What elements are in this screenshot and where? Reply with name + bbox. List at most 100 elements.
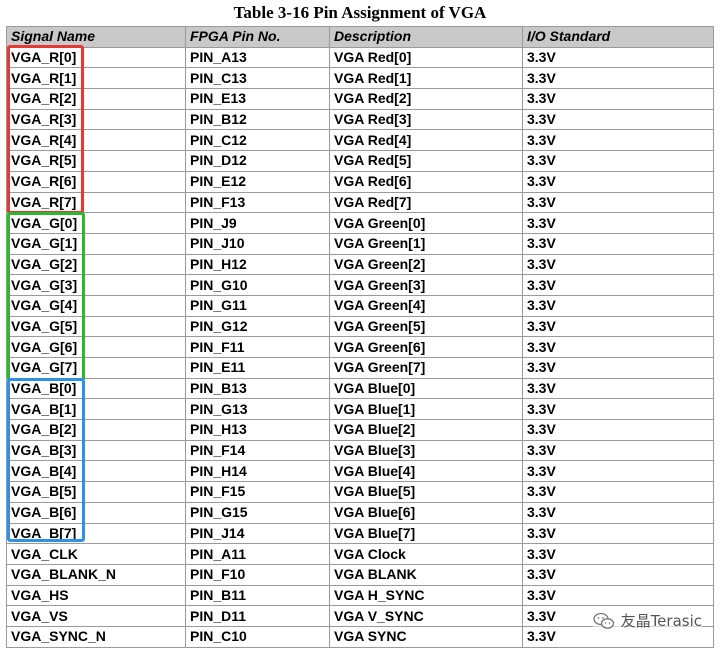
description-cell: VGA SYNC [329, 625, 523, 648]
table-row: VGA_B[7] PIN_J14 VGA Blue[7] 3.3V [6, 522, 714, 545]
io-standard-cell: 3.3V [522, 481, 714, 503]
table-row: VGA_CLK PIN_A11 VGA Clock 3.3V [6, 543, 714, 565]
signal-name-cell: VGA_G[0] [6, 212, 186, 234]
signal-name-cell: VGA_R[5] [6, 150, 186, 172]
table-row: VGA_B[3] PIN_F14 VGA Blue[3] 3.3V [6, 439, 714, 462]
signal-name-cell: VGA_R[4] [6, 129, 186, 152]
fpga-pin-cell: PIN_G11 [185, 294, 330, 317]
io-standard-cell: 3.3V [522, 377, 714, 400]
io-standard-cell: 3.3V [522, 212, 714, 234]
io-standard-cell: 3.3V [522, 232, 714, 255]
fpga-pin-cell: PIN_H14 [185, 460, 330, 483]
fpga-pin-cell: PIN_G10 [185, 274, 330, 296]
fpga-pin-cell: PIN_E13 [185, 88, 330, 110]
fpga-pin-cell: PIN_D12 [185, 150, 330, 172]
table-row: VGA_R[7] PIN_F13 VGA Red[7] 3.3V [6, 191, 714, 214]
table-row: VGA_SYNC_N PIN_C10 VGA SYNC 3.3V [6, 625, 714, 648]
fpga-pin-cell: PIN_C10 [185, 625, 330, 648]
description-cell: VGA Red[3] [329, 108, 523, 131]
pin-assignment-table: Signal Name FPGA Pin No. Description I/O… [6, 26, 714, 648]
watermark: 友晶Terasic [592, 610, 702, 631]
signal-name-cell: VGA_B[0] [6, 377, 186, 400]
io-standard-cell: 3.3V [522, 150, 714, 172]
description-cell: VGA Clock [329, 543, 523, 565]
description-cell: VGA Blue[0] [329, 377, 523, 400]
table-row: VGA_R[2] PIN_E13 VGA Red[2] 3.3V [6, 88, 714, 110]
io-standard-cell: 3.3V [522, 543, 714, 565]
fpga-pin-cell: PIN_E12 [185, 170, 330, 193]
fpga-pin-cell: PIN_A11 [185, 543, 330, 565]
description-cell: VGA Blue[4] [329, 460, 523, 483]
signal-name-cell: VGA_R[6] [6, 170, 186, 193]
description-cell: VGA Green[5] [329, 315, 523, 338]
table-row: VGA_R[1] PIN_C13 VGA Red[1] 3.3V [6, 67, 714, 90]
fpga-pin-cell: PIN_G13 [185, 398, 330, 421]
fpga-pin-cell: PIN_D11 [185, 605, 330, 627]
header-io-standard: I/O Standard [522, 26, 714, 48]
fpga-pin-cell: PIN_G12 [185, 315, 330, 338]
io-standard-cell: 3.3V [522, 522, 714, 545]
signal-name-cell: VGA_R[1] [6, 67, 186, 90]
io-standard-cell: 3.3V [522, 253, 714, 276]
io-standard-cell: 3.3V [522, 419, 714, 441]
fpga-pin-cell: PIN_F15 [185, 481, 330, 503]
io-standard-cell: 3.3V [522, 460, 714, 483]
table-row: VGA_G[0] PIN_J9 VGA Green[0] 3.3V [6, 212, 714, 234]
fpga-pin-cell: PIN_J10 [185, 232, 330, 255]
io-standard-cell: 3.3V [522, 315, 714, 338]
table-row: VGA_B[0] PIN_B13 VGA Blue[0] 3.3V [6, 377, 714, 400]
watermark-text: 友晶Terasic [620, 612, 702, 630]
description-cell: VGA Green[3] [329, 274, 523, 296]
signal-name-cell: VGA_HS [6, 584, 186, 607]
table-row: VGA_HS PIN_B11 VGA H_SYNC 3.3V [6, 584, 714, 607]
io-standard-cell: 3.3V [522, 398, 714, 421]
table-row: VGA_B[2] PIN_H13 VGA Blue[2] 3.3V [6, 419, 714, 441]
io-standard-cell: 3.3V [522, 501, 714, 524]
io-standard-cell: 3.3V [522, 46, 714, 69]
fpga-pin-cell: PIN_G15 [185, 501, 330, 524]
description-cell: VGA Green[2] [329, 253, 523, 276]
table-row: VGA_G[3] PIN_G10 VGA Green[3] 3.3V [6, 274, 714, 296]
fpga-pin-cell: PIN_F10 [185, 563, 330, 586]
signal-name-cell: VGA_B[3] [6, 439, 186, 462]
description-cell: VGA Blue[6] [329, 501, 523, 524]
table-row: VGA_B[6] PIN_G15 VGA Blue[6] 3.3V [6, 501, 714, 524]
description-cell: VGA Green[0] [329, 212, 523, 234]
io-standard-cell: 3.3V [522, 294, 714, 317]
fpga-pin-cell: PIN_F13 [185, 191, 330, 214]
description-cell: VGA Red[7] [329, 191, 523, 214]
fpga-pin-cell: PIN_C13 [185, 67, 330, 90]
fpga-pin-cell: PIN_C12 [185, 129, 330, 152]
description-cell: VGA BLANK [329, 563, 523, 586]
signal-name-cell: VGA_B[7] [6, 522, 186, 545]
description-cell: VGA Blue[3] [329, 439, 523, 462]
fpga-pin-cell: PIN_B12 [185, 108, 330, 131]
signal-name-cell: VGA_G[6] [6, 336, 186, 358]
description-cell: VGA Blue[5] [329, 481, 523, 503]
description-cell: VGA Green[1] [329, 232, 523, 255]
table-row: VGA_G[7] PIN_E11 VGA Green[7] 3.3V [6, 357, 714, 379]
header-fpga-pin: FPGA Pin No. [185, 26, 330, 48]
table-row: VGA_B[1] PIN_G13 VGA Blue[1] 3.3V [6, 398, 714, 421]
io-standard-cell: 3.3V [522, 274, 714, 296]
header-signal-name: Signal Name [6, 26, 186, 48]
description-cell: VGA Red[1] [329, 67, 523, 90]
table-header-row: Signal Name FPGA Pin No. Description I/O… [6, 26, 714, 48]
signal-name-cell: VGA_G[2] [6, 253, 186, 276]
table-row: VGA_B[4] PIN_H14 VGA Blue[4] 3.3V [6, 460, 714, 483]
table-row: VGA_R[3] PIN_B12 VGA Red[3] 3.3V [6, 108, 714, 131]
fpga-pin-cell: PIN_E11 [185, 357, 330, 379]
table-row: VGA_B[5] PIN_F15 VGA Blue[5] 3.3V [6, 481, 714, 503]
table-row: VGA_G[4] PIN_G11 VGA Green[4] 3.3V [6, 294, 714, 317]
fpga-pin-cell: PIN_F11 [185, 336, 330, 358]
description-cell: VGA Red[6] [329, 170, 523, 193]
fpga-pin-cell: PIN_B11 [185, 584, 330, 607]
description-cell: VGA Red[0] [329, 46, 523, 69]
signal-name-cell: VGA_G[7] [6, 357, 186, 379]
io-standard-cell: 3.3V [522, 584, 714, 607]
table-row: VGA_R[6] PIN_E12 VGA Red[6] 3.3V [6, 170, 714, 193]
io-standard-cell: 3.3V [522, 563, 714, 586]
description-cell: VGA Green[7] [329, 357, 523, 379]
fpga-pin-cell: PIN_J14 [185, 522, 330, 545]
description-cell: VGA Red[2] [329, 88, 523, 110]
